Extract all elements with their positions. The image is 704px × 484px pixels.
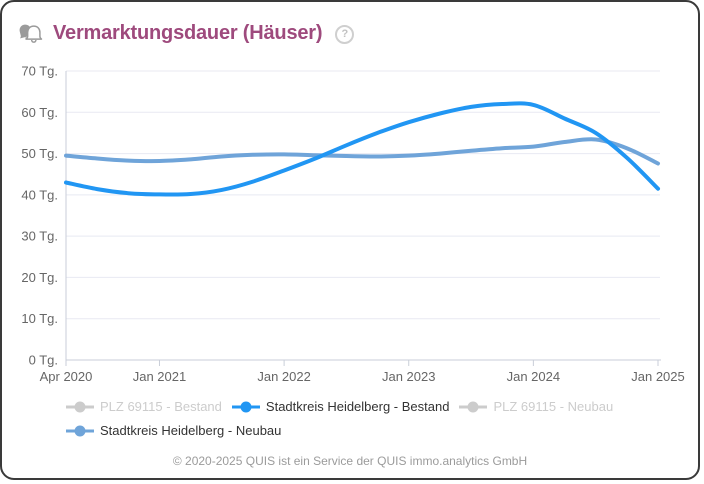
legend-label: PLZ 69115 - Bestand xyxy=(100,399,222,414)
chart-header: Vermarktungsdauer (Häuser) ? xyxy=(18,20,355,46)
legend-item-plz-69115-neubau[interactable]: PLZ 69115 - Neubau xyxy=(459,398,613,416)
bell-notification-icon[interactable] xyxy=(18,21,44,45)
legend-item-stadtkreis-heidelberg-bestand[interactable]: Stadtkreis Heidelberg - Bestand xyxy=(231,398,450,416)
legend-label: Stadtkreis Heidelberg - Bestand xyxy=(265,399,450,414)
line-chart: 0 Tg. 10 Tg. 20 Tg. 30 Tg. 40 Tg. 50 Tg. 60 Tg… xyxy=(21,64,685,385)
y-axis-tick-label: 50 Tg. xyxy=(21,146,58,161)
help-circle-icon[interactable]: ? xyxy=(335,25,355,44)
y-axis-tick-label: 60 Tg. xyxy=(21,105,58,120)
chart-legend: PLZ 69115 - Bestand Stadtkreis Heidelberg… xyxy=(66,398,686,446)
legend-marker-icon xyxy=(66,425,94,437)
y-axis-tick-label: 70 Tg. xyxy=(21,64,58,79)
legend-marker-icon xyxy=(459,401,488,413)
y-axis-tick-label: 30 Tg. xyxy=(21,229,58,244)
legend-label: PLZ 69115 - Neubau xyxy=(493,399,614,414)
legend-row: PLZ 69115 - Bestand Stadtkreis Heidelberg… xyxy=(66,398,686,416)
y-axis-tick-label: 40 Tg. xyxy=(21,187,58,202)
x-axis-tick-label: Jan 2024 xyxy=(507,369,561,384)
y-axis-tick-label: 20 Tg. xyxy=(21,270,58,285)
series-line-stadtkreis-heidelberg-bestand[interactable] xyxy=(64,101,660,197)
x-axis-tick-label: Jan 2023 xyxy=(382,369,436,384)
y-axis-tick-label: 10 Tg. xyxy=(21,311,58,326)
legend-label: Stadtkreis Heidelberg - Neubau xyxy=(100,423,282,438)
x-axis-tick-label: Jan 2025 xyxy=(631,369,685,384)
legend-marker-icon xyxy=(231,401,260,413)
page-title: Vermarktungsdauer (Häuser) xyxy=(53,22,323,44)
legend-item-stadtkreis-heidelberg-neubau[interactable]: Stadtkreis Heidelberg - Neubau xyxy=(66,422,281,440)
legend-item-plz-69115-bestand[interactable]: PLZ 69115 - Bestand xyxy=(66,398,222,416)
legend-row: Stadtkreis Heidelberg - Neubau xyxy=(66,422,686,440)
series-line-stadtkreis-heidelberg-neubau[interactable] xyxy=(64,137,660,166)
legend-marker-icon xyxy=(66,401,94,413)
copyright-text: © 2020-2025 QUIS ist ein Service der QUI… xyxy=(172,454,528,468)
x-axis-tick-label: Jan 2022 xyxy=(257,369,311,384)
x-axis-tick-label: Apr 2020 xyxy=(40,369,93,384)
x-axis-tick-label: Jan 2021 xyxy=(133,369,187,384)
y-axis-tick-label: 0 Tg. xyxy=(29,353,58,368)
